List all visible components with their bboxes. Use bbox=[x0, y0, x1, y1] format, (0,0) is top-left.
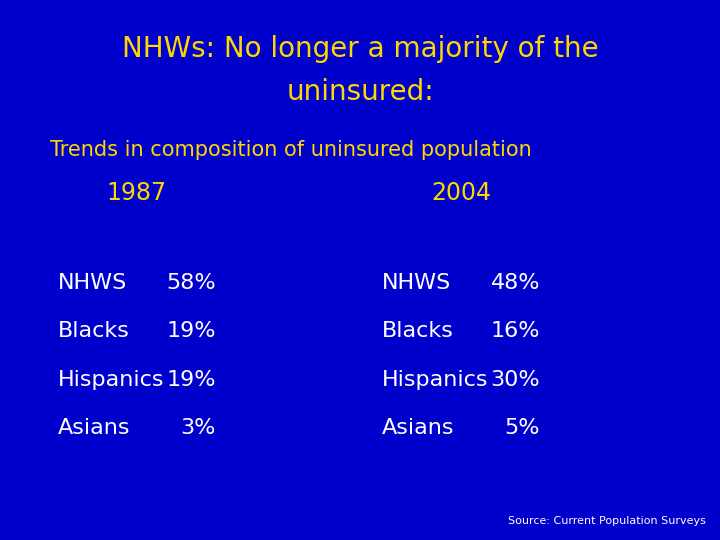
Text: Asians: Asians bbox=[58, 418, 130, 438]
Text: Hispanics: Hispanics bbox=[382, 370, 488, 390]
Text: 16%: 16% bbox=[490, 321, 540, 341]
Text: 58%: 58% bbox=[166, 273, 216, 293]
Text: Blacks: Blacks bbox=[382, 321, 454, 341]
Text: 2004: 2004 bbox=[431, 181, 491, 205]
Text: uninsured:: uninsured: bbox=[286, 78, 434, 106]
Text: Hispanics: Hispanics bbox=[58, 370, 164, 390]
Text: NHWs: No longer a majority of the: NHWs: No longer a majority of the bbox=[122, 35, 598, 63]
Text: Source: Current Population Surveys: Source: Current Population Surveys bbox=[508, 516, 706, 526]
Text: 19%: 19% bbox=[166, 321, 216, 341]
Text: 30%: 30% bbox=[490, 370, 540, 390]
Text: 19%: 19% bbox=[166, 370, 216, 390]
Text: 3%: 3% bbox=[181, 418, 216, 438]
Text: NHWS: NHWS bbox=[382, 273, 451, 293]
Text: Blacks: Blacks bbox=[58, 321, 130, 341]
Text: 48%: 48% bbox=[490, 273, 540, 293]
Text: Trends in composition of uninsured population: Trends in composition of uninsured popul… bbox=[50, 140, 532, 160]
Text: 1987: 1987 bbox=[107, 181, 167, 205]
Text: NHWS: NHWS bbox=[58, 273, 127, 293]
Text: Asians: Asians bbox=[382, 418, 454, 438]
Text: 5%: 5% bbox=[505, 418, 540, 438]
